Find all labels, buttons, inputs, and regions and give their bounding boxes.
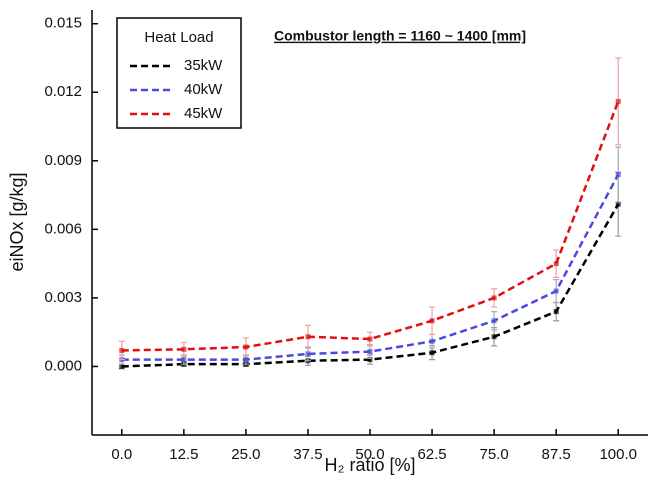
marker [553,309,559,315]
y-tick-label: 0.003 [44,289,82,306]
x-tick-label: 87.5 [542,446,571,463]
marker [491,295,497,301]
x-tick-label: 12.5 [169,446,198,463]
x-tick-label: 37.5 [293,446,322,463]
x-tick-label: 62.5 [417,446,446,463]
marker [367,357,373,363]
marker [491,334,497,340]
x-tick-label: 50.0 [355,446,384,463]
marker [429,318,435,324]
marker [243,344,249,350]
marker [119,363,125,369]
marker [367,336,373,342]
legend-box [116,17,242,129]
marker [367,349,373,355]
x-tick-label: 0.0 [111,446,132,463]
y-tick-label: 0.006 [44,220,82,237]
marker [615,98,621,104]
marker [181,346,187,352]
marker [119,347,125,353]
x-tick-label: 25.0 [231,446,260,463]
y-tick-label: 0.015 [44,15,82,32]
marker [429,338,435,344]
marker [243,357,249,363]
marker [491,318,497,324]
marker [615,172,621,178]
y-axis-title: eiNOx [g/kg] [7,172,27,271]
series-line [121,100,620,352]
marker [305,334,311,340]
legend-title: Heat Load [144,29,213,46]
y-tick-label: 0.009 [44,152,82,169]
marker [553,261,559,267]
x-tick-label: 75.0 [480,446,509,463]
legend-label: 35kW [184,57,223,74]
marker [305,351,311,357]
marker [429,350,435,356]
marker [181,357,187,363]
y-tick-label: 0.000 [44,357,82,374]
marker [553,288,559,294]
y-tick-label: 0.012 [44,83,82,100]
annotation: Combustor length = 1160 ~ 1400 [mm] [274,28,526,44]
x-axis-title: H₂ ratio [%] [324,455,415,475]
x-tick-label: 100.0 [599,446,637,463]
marker [615,201,621,207]
legend-label: 45kW [184,105,223,122]
legend-label: 40kW [184,81,223,98]
